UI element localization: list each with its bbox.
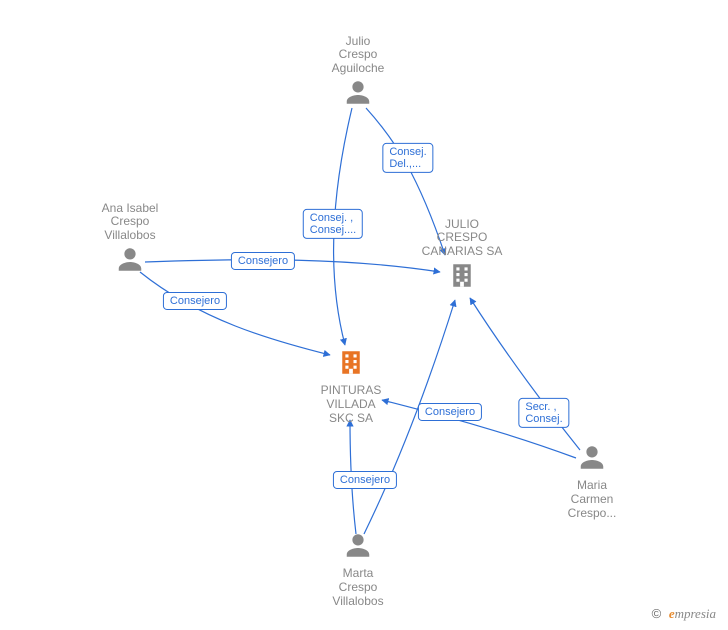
edge-label: Secr. , Consej. [518,398,569,428]
watermark: © empresia [652,606,716,622]
node-label: PINTURAS VILLADA SKC SA [321,384,382,425]
edge-label: Consejero [418,403,482,421]
node-label: JULIO CRESPO CANARIAS SA [422,218,503,259]
node-label: Maria Carmen Crespo... [568,479,617,520]
edge-label: Consej. Del.,... [382,143,433,173]
node-label: Ana Isabel Crespo Villalobos [102,202,159,243]
edge-label: Consej. , Consej.... [303,209,363,239]
person-icon[interactable] [115,245,145,280]
company-icon[interactable] [336,348,366,383]
node-label: Marta Crespo Villalobos [332,567,383,608]
copyright-symbol: © [652,606,662,621]
edge-label: Consejero [333,471,397,489]
node-label: Julio Crespo Aguiloche [332,35,385,76]
company-icon[interactable] [447,261,477,296]
edge-path [140,272,330,355]
person-icon[interactable] [343,531,373,566]
person-icon[interactable] [577,443,607,478]
edge-label: Consejero [231,252,295,270]
person-icon[interactable] [343,78,373,113]
diagram-canvas: Consej. Del.,... Consej. , Consej.... Cons… [0,0,728,630]
brand-name: empresia [669,606,716,621]
edge-label: Consejero [163,292,227,310]
